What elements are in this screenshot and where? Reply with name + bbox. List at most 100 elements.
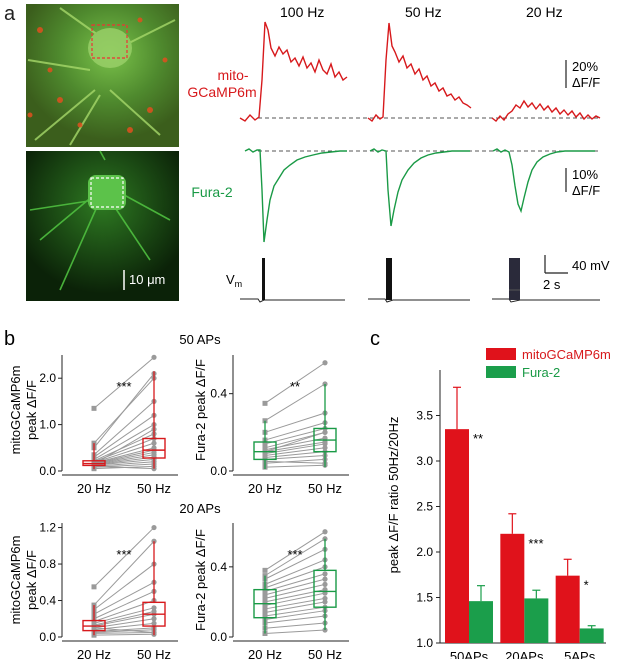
- ylabel-mito-20: mitoGCaMP6m: [8, 536, 23, 625]
- x-tick-label: 20APs: [505, 649, 544, 659]
- pair-line: [93, 377, 155, 444]
- point-50hz: [151, 440, 157, 446]
- ylabel-mito-20-2: peak ΔF/F: [24, 550, 39, 610]
- roi-box-red: [91, 24, 128, 59]
- point-20hz: [91, 625, 97, 631]
- significance-label: **: [473, 431, 483, 446]
- x-tick-label: 50 Hz: [308, 647, 342, 659]
- point-50hz: [151, 605, 157, 611]
- pair-line: [264, 451, 326, 458]
- pair-line: [264, 458, 326, 464]
- panel-a-label: a: [4, 3, 16, 25]
- pair-line: [93, 428, 155, 465]
- ylabel-mito-50: mitoGCaMP6m: [8, 366, 23, 455]
- x-tick-label: 5APs: [564, 649, 596, 659]
- pair-line: [264, 362, 326, 404]
- point-50hz: [151, 354, 157, 360]
- subplot-mito-20aps: 0.0 0.4 0.8 1.2 20 Hz 50 Hz ***: [39, 521, 178, 659]
- point-50hz: [322, 445, 328, 451]
- scale-s: 2 s: [543, 277, 561, 292]
- bar-mitoGCaMP6m: [445, 429, 469, 643]
- vm-trace-50hz: [368, 298, 470, 303]
- point-50hz: [322, 581, 328, 587]
- x-tick-label: 20 Hz: [77, 481, 111, 496]
- point-20hz: [262, 602, 268, 608]
- pair-line: [264, 460, 326, 464]
- pair-line: [264, 573, 326, 592]
- pair-line: [93, 451, 155, 465]
- scale-mito-dff: ΔF/F: [572, 75, 600, 90]
- pair-line: [93, 613, 155, 627]
- bar-mitoGCaMP6m: [500, 533, 525, 643]
- pair-line: [93, 442, 155, 464]
- fura-label: Fura-2: [191, 184, 232, 200]
- point-50hz: [151, 616, 157, 622]
- box: [313, 569, 337, 608]
- panel-c-label: c: [370, 328, 380, 350]
- x-tick-label: 20 Hz: [77, 647, 111, 659]
- bar-chart-ratio: 1.0 1.5 2.0 2.5 3.0 3.5 ** 50APs *** 20APs * 5APs mi…: [416, 347, 611, 659]
- y-tick-label: 2.0: [416, 545, 433, 559]
- significance-label: ***: [528, 536, 543, 551]
- x-tick-label: 20 Hz: [248, 481, 282, 496]
- point-20hz: [262, 606, 268, 612]
- scale-bar-mito: 20% ΔF/F: [565, 59, 600, 90]
- point-20hz: [262, 588, 268, 594]
- point-20hz: [262, 609, 268, 615]
- y-tick-label: 1.2: [39, 521, 56, 535]
- header-20aps: 20 APs: [179, 501, 221, 516]
- y-tick-label: 0.0: [39, 630, 56, 644]
- point-20hz: [262, 445, 268, 451]
- mito-trace-50hz: [367, 22, 472, 123]
- point-20hz: [91, 584, 97, 590]
- point-50hz: [322, 529, 328, 535]
- point-20hz: [262, 441, 268, 447]
- fura-trace-50hz: [369, 148, 470, 227]
- pair-line: [93, 356, 155, 409]
- pair-line: [264, 615, 326, 624]
- x-tick-label: 50 Hz: [137, 647, 171, 659]
- pair-line: [93, 414, 155, 458]
- vm-trace-100hz: [240, 298, 345, 303]
- pair-line: [264, 431, 326, 449]
- y-tick-label: 1.5: [416, 591, 433, 605]
- scale-mito-pct: 20%: [572, 59, 598, 74]
- micro-scale-bar: 10 μm: [123, 270, 165, 290]
- pair-line: [264, 606, 326, 617]
- pair-line: [93, 424, 155, 460]
- subplot-mito-50aps: 0.0 1.0 2.0 20 Hz 50 Hz ***: [39, 354, 178, 496]
- legend-swatch: [486, 366, 516, 378]
- y-tick-label: 0.4: [210, 560, 227, 574]
- pair-line: [264, 578, 326, 596]
- pair-line: [93, 633, 155, 636]
- header-50aps: 50 APs: [179, 332, 221, 347]
- pair-line: [264, 559, 326, 585]
- point-20hz: [262, 592, 268, 598]
- vm-spikes-20hz: [509, 258, 520, 300]
- pair-line: [93, 401, 155, 456]
- scale-bar-fura: 10% ΔF/F: [565, 167, 600, 198]
- y-tick-label: 2.0: [39, 371, 56, 385]
- x-tick-label: 50 Hz: [137, 481, 171, 496]
- pair-line: [264, 412, 326, 433]
- pair-line: [264, 447, 326, 457]
- scale-bar-vm: 40 mV 2 s: [543, 255, 610, 292]
- point-20hz: [262, 595, 268, 601]
- bar-Fura-2: [579, 628, 604, 643]
- point-50hz: [322, 595, 328, 602]
- y-tick-label: 1.0: [39, 418, 56, 432]
- pair-line: [93, 590, 155, 620]
- bar-Fura-2: [469, 601, 493, 643]
- vm-label: Vm: [226, 272, 242, 289]
- fura-trace-20hz: [492, 148, 595, 214]
- y-tick-label: 3.0: [416, 454, 433, 468]
- pair-line: [93, 581, 155, 615]
- box: [142, 437, 166, 459]
- legend-swatch: [486, 348, 516, 360]
- pair-line: [264, 548, 326, 580]
- roi-box-white: [90, 177, 124, 208]
- pair-line: [264, 583, 326, 599]
- bar-Fura-2: [524, 598, 549, 643]
- significance-label: ***: [116, 547, 131, 562]
